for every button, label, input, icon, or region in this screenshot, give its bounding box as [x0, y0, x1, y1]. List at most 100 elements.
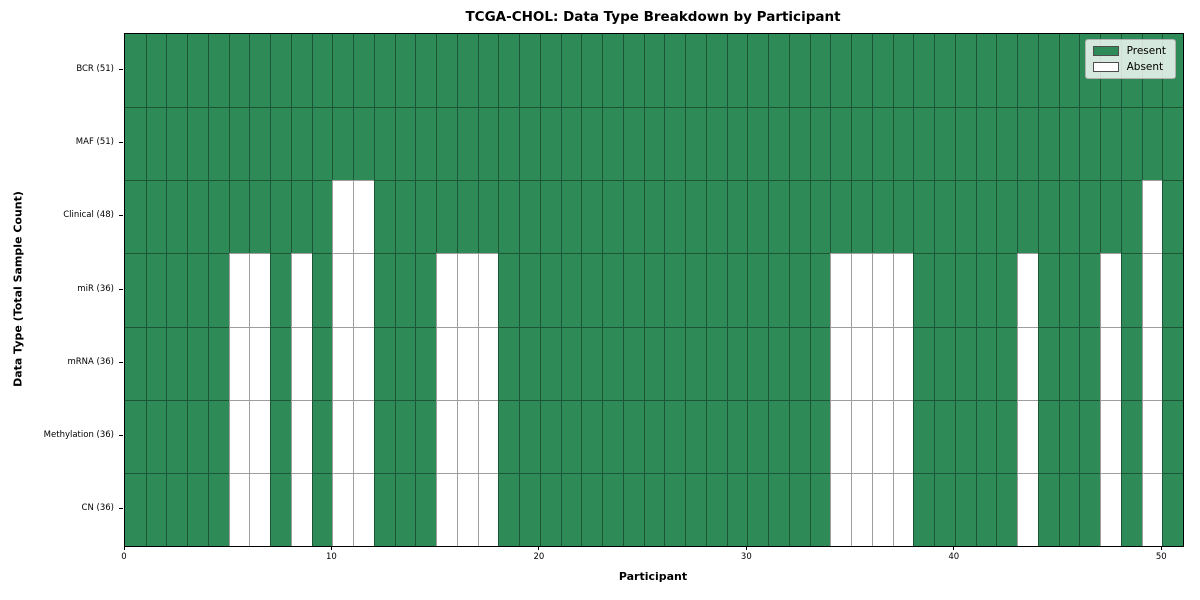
- heatmap-cell: [1037, 180, 1059, 254]
- heatmap-cell: [1058, 472, 1080, 546]
- heatmap-cell: [290, 326, 312, 400]
- heatmap-cell: [560, 34, 582, 108]
- heatmap-cell: [643, 180, 665, 254]
- legend-entry: Present: [1092, 45, 1166, 57]
- heatmap-cell: [996, 34, 1018, 108]
- heatmap-cell: [373, 180, 395, 254]
- heatmap-cell: [415, 326, 437, 400]
- heatmap-cell: [1141, 472, 1163, 546]
- heatmap-cell: [726, 472, 748, 546]
- heatmap-cell: [830, 180, 852, 254]
- heatmap-cell: [290, 180, 312, 254]
- heatmap-cell: [975, 253, 997, 327]
- heatmap-cell: [249, 326, 271, 400]
- heatmap-cell: [332, 472, 354, 546]
- heatmap-cell: [270, 34, 291, 108]
- heatmap-cell: [581, 34, 603, 108]
- heatmap-cell: [498, 107, 520, 181]
- heatmap-cell: [768, 399, 789, 473]
- heatmap-cell: [788, 326, 810, 400]
- heatmap-cell: [809, 34, 831, 108]
- heatmap-cell: [311, 253, 333, 327]
- heatmap-cell: [643, 326, 665, 400]
- heatmap-cell: [1079, 253, 1101, 327]
- heatmap-cell: [560, 180, 582, 254]
- heatmap-cell: [249, 253, 271, 327]
- heatmap-cell: [394, 107, 416, 181]
- heatmap-cell: [207, 253, 229, 327]
- heatmap-cell: [560, 472, 582, 546]
- heatmap-cell: [1058, 34, 1080, 108]
- heatmap-cell: [871, 326, 893, 400]
- heatmap-cell: [519, 107, 540, 181]
- y-tick-label: Clinical (48): [63, 210, 114, 221]
- heatmap-cell: [851, 253, 872, 327]
- heatmap-cell: [685, 399, 706, 473]
- heatmap-cell: [975, 399, 997, 473]
- heatmap-cell: [892, 107, 914, 181]
- heatmap-cell: [705, 399, 727, 473]
- heatmap-cell: [830, 107, 852, 181]
- heatmap-cell: [1162, 472, 1183, 546]
- heatmap-cell: [1120, 253, 1142, 327]
- heatmap-cell: [1058, 107, 1080, 181]
- x-tick-mark: [745, 546, 747, 550]
- heatmap-cell: [228, 326, 250, 400]
- heatmap-cell: [768, 472, 789, 546]
- heatmap-cell: [394, 180, 416, 254]
- heatmap-cell: [373, 326, 395, 400]
- heatmap-cell: [477, 472, 499, 546]
- x-tick-mark: [123, 546, 125, 550]
- heatmap-cell: [477, 399, 499, 473]
- heatmap-cell: [373, 107, 395, 181]
- heatmap-cell: [415, 180, 437, 254]
- heatmap-cell: [332, 180, 354, 254]
- heatmap-cell: [1141, 180, 1163, 254]
- heatmap-cell: [851, 472, 872, 546]
- legend-label: Absent: [1126, 61, 1164, 73]
- heatmap-cell: [830, 253, 852, 327]
- heatmap-cell: [1017, 472, 1038, 546]
- heatmap-cell: [685, 326, 706, 400]
- heatmap-cell: [187, 472, 208, 546]
- heatmap-cell: [768, 180, 789, 254]
- heatmap-cell: [975, 472, 997, 546]
- heatmap-cell: [851, 399, 872, 473]
- legend-swatch-absent: [1092, 62, 1119, 72]
- heatmap-cell: [1079, 399, 1101, 473]
- heatmap-cell: [498, 180, 520, 254]
- heatmap-cell: [228, 253, 250, 327]
- y-tick-mark: [119, 361, 123, 363]
- heatmap-cell: [1037, 399, 1059, 473]
- heatmap-cell: [1141, 326, 1163, 400]
- heatmap-cell: [705, 34, 727, 108]
- heatmap-cell: [747, 253, 769, 327]
- heatmap-cell: [1162, 253, 1183, 327]
- heatmap-cell: [290, 253, 312, 327]
- heatmap-cell: [145, 180, 167, 254]
- heatmap-cell: [747, 180, 769, 254]
- heatmap-cell: [913, 472, 935, 546]
- heatmap-cell: [539, 180, 561, 254]
- heatmap-cell: [311, 399, 333, 473]
- heatmap-cell: [602, 472, 623, 546]
- heatmap-cell: [913, 399, 935, 473]
- heatmap-cell: [207, 326, 229, 400]
- heatmap-cell: [871, 399, 893, 473]
- heatmap-cell: [1017, 399, 1038, 473]
- heatmap-cell: [934, 399, 955, 473]
- heatmap-cell: [1079, 180, 1101, 254]
- heatmap-cell: [477, 326, 499, 400]
- heatmap-cell: [1058, 180, 1080, 254]
- heatmap-cell: [954, 253, 976, 327]
- heatmap-cell: [249, 472, 271, 546]
- heatmap-cell: [166, 107, 188, 181]
- heatmap-cell: [249, 107, 271, 181]
- heatmap-cell: [477, 107, 499, 181]
- heatmap-cell: [415, 253, 437, 327]
- heatmap-cell: [643, 472, 665, 546]
- heatmap-cell: [830, 34, 852, 108]
- heatmap-cell: [581, 399, 603, 473]
- heatmap-cell: [415, 34, 437, 108]
